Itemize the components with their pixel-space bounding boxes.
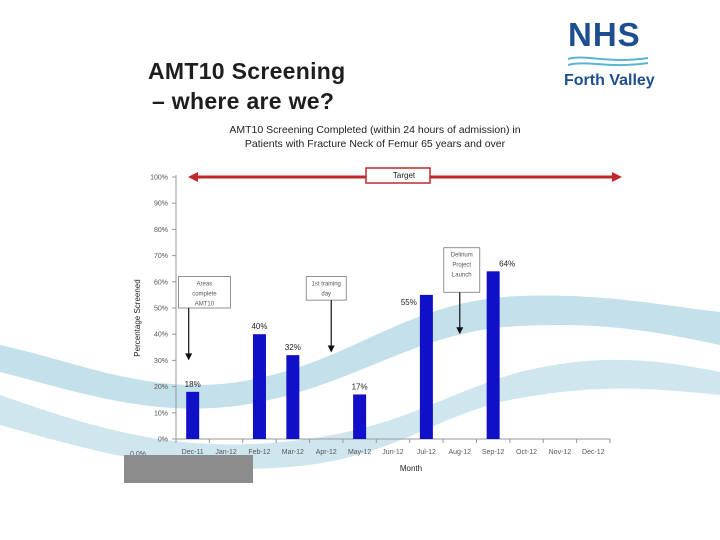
x-tick-label: Jan-12 — [215, 449, 237, 456]
target-label-box — [365, 167, 431, 184]
annotation-text: Launch — [452, 273, 472, 279]
bar-mar-12 — [286, 355, 300, 439]
x-tick-label: Dec-12 — [582, 449, 605, 456]
logo-subtitle: Forth Valley — [564, 72, 655, 89]
chart-title-line-2: Patients with Fracture Neck of Femur 65 … — [244, 138, 506, 150]
data-label-dec-11: 18% — [185, 380, 201, 389]
annotation-text: 1st training — [312, 282, 341, 288]
target-arrow-right — [612, 172, 622, 182]
y-tick-label: 70% — [154, 253, 168, 260]
bar-jul-12 — [419, 294, 433, 439]
annotation-box — [443, 247, 481, 293]
y-tick-label: 80% — [154, 227, 168, 234]
y-tick-label: 60% — [154, 279, 168, 286]
annotation-text: Delirium — [451, 253, 473, 259]
chart-title: AMT10 Screening Completed (within 24 hou… — [130, 123, 620, 151]
y-tick-label: 40% — [154, 332, 168, 339]
y-tick-label: 30% — [154, 358, 168, 365]
x-tick-label: Apr-12 — [316, 449, 337, 456]
data-label-may-12: 17% — [352, 382, 368, 391]
annotation-text: Project — [452, 263, 471, 269]
annotation-box — [177, 276, 231, 309]
x-tick-label: Nov-12 — [549, 449, 572, 456]
bar-dec-11 — [186, 391, 200, 439]
bar-feb-12 — [252, 334, 266, 439]
slide-title: AMT10 Screening – where are we? — [148, 56, 346, 116]
logo-nhs-text: NHS — [568, 16, 641, 53]
y-tick-label: 90% — [154, 201, 168, 208]
data-label-feb-12: 40% — [251, 322, 267, 331]
annotation-text: day — [321, 292, 331, 298]
data-label-jul-12: 55% — [401, 298, 417, 307]
x-tick-label: Jun-12 — [382, 449, 404, 456]
footer-gray-box — [124, 455, 253, 483]
x-tick-label: Feb-12 — [248, 449, 270, 456]
x-tick-label: Dec-11 — [182, 449, 204, 456]
y-axis-title: Percentage Screened — [133, 279, 142, 356]
y-tick-label: 0% — [158, 437, 168, 444]
annotation-arrow-head — [327, 345, 335, 353]
annotation-arrow-head — [185, 353, 193, 361]
bar-sep-12 — [486, 271, 500, 439]
annotation-box — [305, 276, 347, 301]
nhs-logo: NHS Forth Valley — [560, 14, 656, 100]
x-tick-label: Jul-12 — [417, 449, 436, 456]
annotation-arrow-head — [456, 327, 464, 335]
x-tick-label: Oct-12 — [516, 449, 537, 456]
x-tick-label: May-12 — [348, 449, 371, 456]
y-tick-label: 10% — [154, 410, 168, 417]
slide-title-line-1: AMT10 Screening — [148, 58, 346, 84]
target-label: Target — [393, 171, 416, 180]
annotation-text: AMT10 — [195, 302, 215, 308]
chart-title-line-1: AMT10 Screening Completed (within 24 hou… — [229, 124, 521, 136]
x-tick-label: Mar-12 — [282, 449, 304, 456]
footer-tick-label: 0.0% — [130, 451, 146, 458]
x-axis-title: Month — [400, 464, 422, 473]
target-arrow-left — [188, 172, 198, 182]
annotation-text: complete — [192, 292, 217, 298]
bar-may-12 — [353, 394, 367, 439]
y-tick-label: 50% — [154, 306, 168, 313]
annotation-text: Areas — [197, 282, 213, 288]
y-tick-label: 20% — [154, 384, 168, 391]
data-label-sep-12: 64% — [499, 259, 515, 268]
slide-title-line-2: – where are we? — [152, 88, 335, 114]
logo-wave-icon — [567, 56, 649, 67]
data-label-mar-12: 32% — [285, 343, 301, 352]
x-tick-label: Aug-12 — [448, 449, 471, 456]
x-tick-label: Sep-12 — [482, 449, 505, 456]
y-tick-label: 100% — [150, 175, 168, 182]
